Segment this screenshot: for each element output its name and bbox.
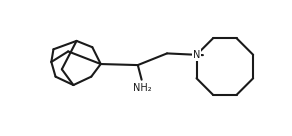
Text: NH₂: NH₂ — [133, 83, 152, 93]
Text: N: N — [193, 50, 200, 60]
